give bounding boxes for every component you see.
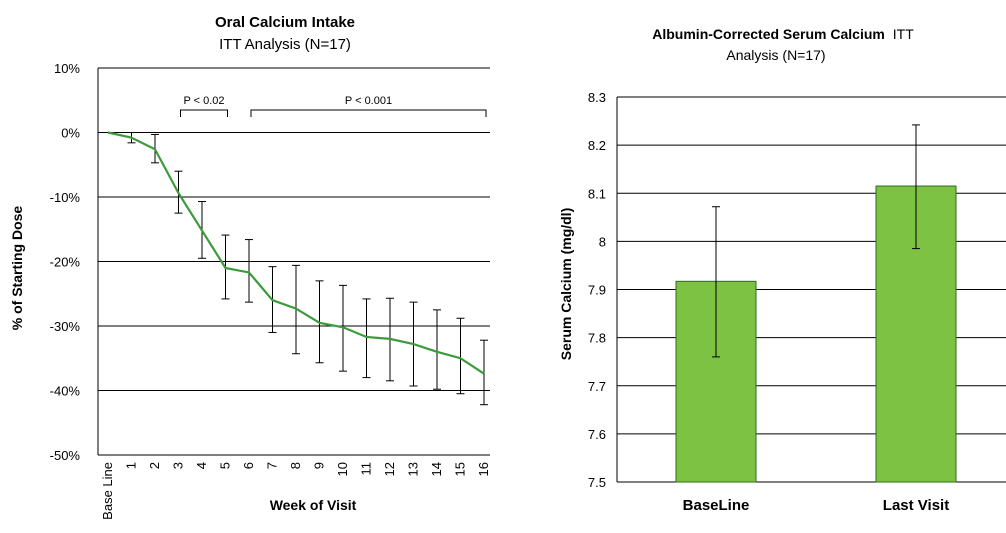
left-x-tick-label: 2 [147,462,162,469]
right-y-tick-label: 7.6 [588,427,606,442]
right-x-tick-label: Last Visit [883,497,949,514]
right-y-tick-label: 8.2 [588,138,606,153]
significance-label: P < 0.001 [345,95,392,107]
left-y-tick-label: 0% [61,126,80,141]
left-x-tick-label: 1 [124,462,139,469]
left-x-tick-label: 16 [476,462,491,476]
left-x-tick-labels: Base Line 1 2 3 4 5 6 7 8 9 10 11 12 13 14 15 16 [100,462,491,520]
left-gridlines [97,67,490,456]
right-y-tick-label: 8.1 [588,186,606,201]
left-x-tick-label: 5 [218,462,233,469]
right-x-tick-label: BaseLine [683,497,750,514]
left-chart-subtitle: ITT Analysis (N=17) [219,36,351,53]
right-chart-title-bold: Albumin-Corrected Serum Calcium [652,26,885,42]
right-y-tick-labels: 8.3 8.2 8.1 8 7.9 7.8 7.7 7.6 7.5 [588,90,606,490]
left-y-tick-label: -40% [50,384,81,399]
left-y-tick-label: -30% [50,319,81,334]
left-error-bar [433,309,441,390]
left-x-tick-label: 12 [382,462,397,476]
right-error-bar [712,206,720,358]
left-x-tick-label: 11 [359,462,374,476]
left-x-axis-label: Week of Visit [270,497,357,513]
significance-bracket [180,109,228,117]
left-x-tick-label: 15 [453,462,468,476]
right-error-bars [712,124,920,358]
right-y-tick-label: 7.7 [588,379,606,394]
right-chart-title: Albumin-Corrected Serum Calcium ITT [652,26,914,42]
left-y-tick-label: -10% [50,190,81,205]
left-chart-title: Oral Calcium Intake [215,14,355,31]
left-x-tick-label: 6 [241,462,256,469]
left-x-tick-label: 4 [194,462,209,469]
left-error-bar [362,298,371,379]
oral-calcium-series-line [107,131,485,375]
oral-calcium-chart: Oral Calcium Intake ITT Analysis (N=17) … [9,14,491,520]
left-y-tick-labels: 10% 0% -10% -20% -30% -40% -50% [50,61,81,463]
left-x-tick-label: Base Line [100,462,115,520]
left-x-tick-label: 14 [429,462,444,476]
right-y-tick-label: 7.8 [588,331,606,346]
right-bars [675,185,957,483]
right-y-tick-label: 8 [599,234,606,249]
left-x-tick-label: 9 [312,462,327,469]
left-x-tick-label: 10 [335,462,350,476]
left-error-bar [245,239,253,303]
left-x-tick-label: 8 [288,462,303,469]
left-significance-annotations: P < 0.02 P < 0.001 [180,95,487,117]
right-chart-title-rest: ITT [893,26,914,42]
significance-label: P < 0.02 [183,95,224,107]
right-y-axis-label: Serum Calcium (mg/dl) [558,208,574,360]
right-y-tick-label: 7.5 [588,475,606,490]
right-y-tick-label: 8.3 [588,90,606,105]
right-y-tick-label: 7.9 [588,283,606,298]
right-error-bar [912,124,920,250]
left-y-tick-label: 10% [54,61,80,76]
left-error-bars [127,132,488,406]
serum-calcium-chart: Albumin-Corrected Serum Calcium ITT Anal… [558,26,1006,514]
right-chart-subtitle: Analysis (N=17) [726,47,825,63]
left-x-tick-label: 3 [171,462,186,469]
significance-bracket [250,109,487,117]
left-y-tick-label: -50% [50,448,81,463]
left-x-tick-label: 7 [265,462,280,469]
left-x-tick-label: 13 [406,462,421,476]
left-y-axis-label: % of Starting Dose [9,206,25,331]
right-x-tick-labels: BaseLine Last Visit [683,497,950,514]
left-error-bar [456,317,465,395]
left-y-tick-label: -20% [50,255,81,270]
